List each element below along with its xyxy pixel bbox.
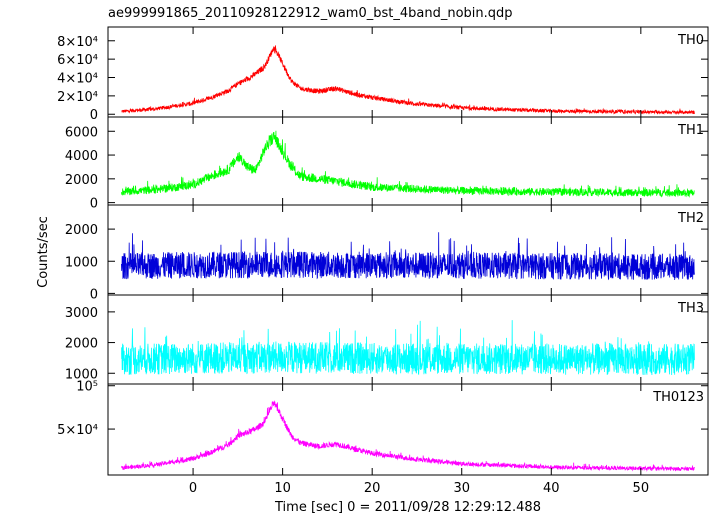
x-tick-label: 30: [453, 481, 470, 496]
x-tick-label: 20: [364, 481, 381, 496]
chart-title: ae999991865_20110928122912_wam0_bst_4ban…: [108, 6, 513, 21]
y-tick-label: 4000: [65, 149, 98, 164]
x-axis-title: Time [sec] 0 = 2011/09/28 12:29:12.488: [274, 500, 541, 515]
y-tick-label: 2000: [65, 223, 98, 238]
y-tick-label: 0: [90, 287, 98, 302]
y-tick-label: 0: [90, 197, 98, 212]
panel-frame: [107, 383, 709, 476]
panel-frame: [107, 116, 709, 206]
y-tick-label: 0: [90, 108, 98, 123]
y-tick-label: 8×10⁴: [57, 35, 98, 50]
y-tick-label: 2000: [65, 173, 98, 188]
y-tick-label: 6000: [65, 125, 98, 140]
y-tick-label: 1000: [65, 367, 98, 382]
panel-label: TH0123: [652, 390, 704, 405]
y-tick-label: 5×10⁴: [57, 423, 98, 438]
x-tick-label: 0: [189, 481, 197, 496]
y-tick-label: 10⁵: [76, 380, 98, 395]
panel-th2: 0 1000 2000 TH2: [65, 204, 709, 302]
series-line-th0123: [121, 400, 695, 472]
panel-frame: [107, 204, 709, 296]
series-line-th1: [121, 130, 695, 198]
y-tick-label: 3000: [65, 306, 98, 321]
panel-label: TH2: [677, 211, 704, 226]
y-tick-label: 2000: [65, 337, 98, 352]
y-tick-label: 2×10⁴: [57, 90, 98, 105]
x-tick-label: 50: [633, 481, 650, 496]
panel-th0: 0 2×10⁴ 4×10⁴ 6×10⁴ 8×10⁴ TH0: [57, 26, 709, 123]
panel-label: TH0: [677, 33, 704, 48]
y-tick-label: 4×10⁴: [57, 72, 98, 87]
series-line-th2: [121, 232, 695, 281]
panel-th1: 0 2000 4000 6000 TH1: [65, 116, 709, 212]
series-line-th3: [121, 320, 695, 376]
panel-label: TH3: [677, 301, 704, 316]
y-axis-title: Counts/sec: [36, 216, 51, 288]
x-tick-label: 10: [274, 481, 291, 496]
panel-th0123: 5×10⁴ 10⁵ TH0123: [57, 380, 709, 476]
panel-th3: 1000 2000 3000 TH3: [65, 294, 709, 385]
series-line-th0: [121, 45, 695, 115]
panel-label: TH1: [677, 123, 704, 138]
y-tick-label: 6×10⁴: [57, 53, 98, 68]
x-tick-label: 40: [543, 481, 560, 496]
y-tick-label: 1000: [65, 255, 98, 270]
